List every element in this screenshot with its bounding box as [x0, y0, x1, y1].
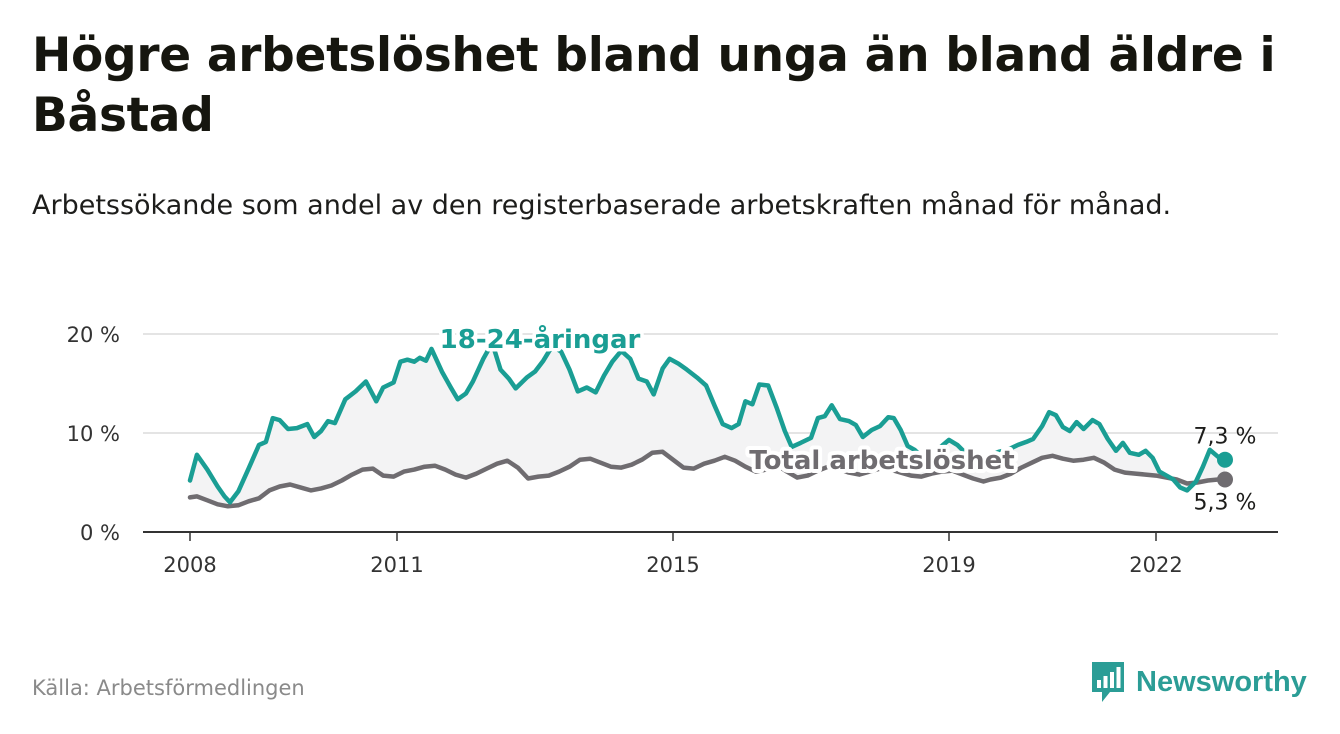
series-lines [187, 340, 1233, 509]
chart-title: Högre arbetslöshet bland unga än bland ä… [32, 28, 1276, 143]
newsworthy-bar-chart-icon [1092, 662, 1124, 702]
total-end-dot [1217, 471, 1233, 488]
x-tick-label: 2019 [922, 553, 975, 577]
series-labels: 7,3 % 5,3 % 18-24-åringar Total arbetslöshe… [436, 320, 1257, 516]
total-series-label: Total arbetslöshet [749, 446, 1014, 476]
x-tick-label: 2015 [646, 553, 699, 577]
total-end-label: 5,3 % [1194, 491, 1257, 516]
youth-line [187, 340, 1228, 505]
source-note: Källa: Arbetsförmedlingen [32, 676, 305, 700]
line-chart: 0 % 10 % 20 % 2008 2011 2015 2019 2022 7,3 % 5,3… [66, 320, 1278, 577]
brand-logo: Newsworthy [1090, 660, 1307, 704]
total-line [187, 449, 1228, 509]
chart-subtitle: Arbetssökande som andel av den registerb… [32, 190, 1172, 221]
x-tick-label: 2008 [163, 553, 216, 577]
youth-end-label: 7,3 % [1194, 425, 1257, 450]
youth-series-label: 18-24-åringar [440, 323, 641, 355]
y-tick-label: 20 % [67, 323, 120, 347]
y-tick-label: 10 % [67, 422, 120, 446]
gap-band [190, 342, 1225, 507]
x-tick-label: 2011 [370, 553, 423, 577]
y-tick-label: 0 % [80, 521, 120, 545]
axes: 0 % 10 % 20 % 2008 2011 2015 2019 2022 [67, 323, 1278, 577]
brand-name: Newsworthy [1136, 665, 1307, 698]
youth-end-dot [1217, 451, 1233, 468]
x-tick-label: 2022 [1129, 553, 1182, 577]
